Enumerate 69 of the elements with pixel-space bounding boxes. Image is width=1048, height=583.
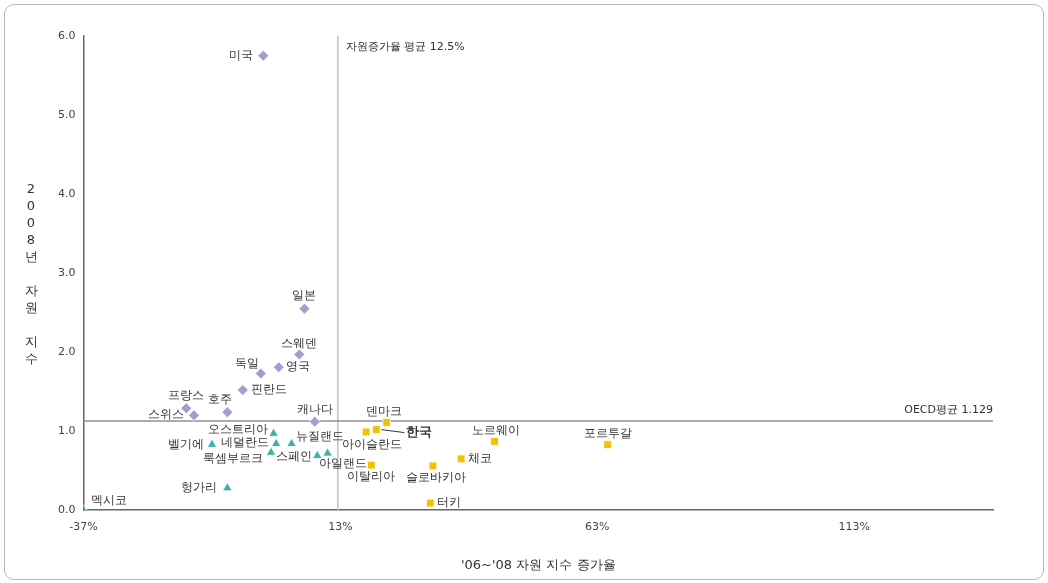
point (372, 425, 381, 434)
x-axis-title: '06~'08 자원 지수 증가율 (460, 556, 616, 572)
annotation: 독일 (234, 355, 259, 370)
ref-line-label: OECD평균 1.129 (904, 402, 993, 416)
point (382, 418, 391, 427)
y-tick-label: 4.0 (57, 186, 76, 200)
point (293, 348, 306, 361)
annotation: 노르웨이 (471, 422, 520, 437)
point (188, 409, 200, 422)
x-tick-label: 13% (328, 519, 353, 533)
annotation: 일본 (292, 287, 317, 302)
point (361, 427, 371, 437)
y-tick-label: 6.0 (57, 28, 76, 42)
point (366, 460, 376, 470)
annotation: 핀란드 (250, 382, 287, 397)
x-tick-label: 63% (585, 519, 610, 533)
annotation: 룩셈부르크 (203, 450, 264, 465)
point (312, 449, 323, 459)
point (222, 482, 233, 492)
point (286, 437, 297, 447)
y-tick-label: 2.0 (57, 344, 76, 358)
annotation: 벨기에 (167, 436, 204, 451)
text: 2008년 자원 지수 (24, 181, 38, 366)
point (426, 498, 435, 508)
annotation: 스웨덴 (281, 335, 318, 350)
annotation: 네덜란드 (221, 434, 270, 449)
point (254, 367, 267, 380)
point (206, 438, 218, 448)
ref-line-label: 자원증가율 평균 12.5% (345, 39, 465, 53)
point (456, 454, 466, 464)
point (308, 415, 321, 428)
x-tick-label: -37% (69, 519, 98, 533)
point (257, 49, 270, 62)
annotation: 호주 (208, 392, 233, 407)
y-tick-label: 1.0 (57, 424, 76, 438)
annotation: 뉴질랜드 (295, 428, 344, 443)
y-tick-label: 0.0 (57, 503, 76, 517)
point (428, 461, 438, 471)
point (268, 427, 279, 437)
annotation: 스위스 (147, 407, 184, 422)
annotation: 영국 (285, 359, 310, 374)
annotation: 프랑스 (168, 388, 205, 403)
annotation: 멕시코 (91, 493, 128, 508)
annotation: 아일랜드 (318, 456, 367, 471)
point (322, 447, 333, 457)
annotation: 터키 (437, 495, 462, 510)
annotation: 아이슬란드 (342, 437, 403, 452)
point (271, 437, 282, 447)
point (236, 384, 249, 396)
annotation: 스페인 (276, 448, 313, 463)
annotation: 체코 (468, 450, 493, 465)
point (265, 446, 277, 456)
annotation: 헝가리 (181, 480, 218, 495)
annotation: 포르투갈 (583, 425, 632, 440)
annotation: 슬로바키아 (405, 470, 466, 485)
annotation: 덴마크 (365, 403, 402, 418)
annotation: 캐나다 (296, 401, 333, 416)
annotation: 오스트리아 (207, 421, 268, 436)
annotation: 이탈리아 (347, 469, 396, 484)
point (603, 440, 612, 449)
point (490, 437, 499, 446)
point (221, 406, 234, 419)
y-tick-label: 3.0 (57, 265, 76, 279)
y-tick-label: 5.0 (57, 107, 76, 121)
annotation: 한국 (406, 423, 433, 439)
point (298, 302, 311, 315)
annotation: 미국 (229, 47, 254, 62)
x-tick-label: 113% (838, 519, 870, 533)
point (272, 361, 285, 374)
